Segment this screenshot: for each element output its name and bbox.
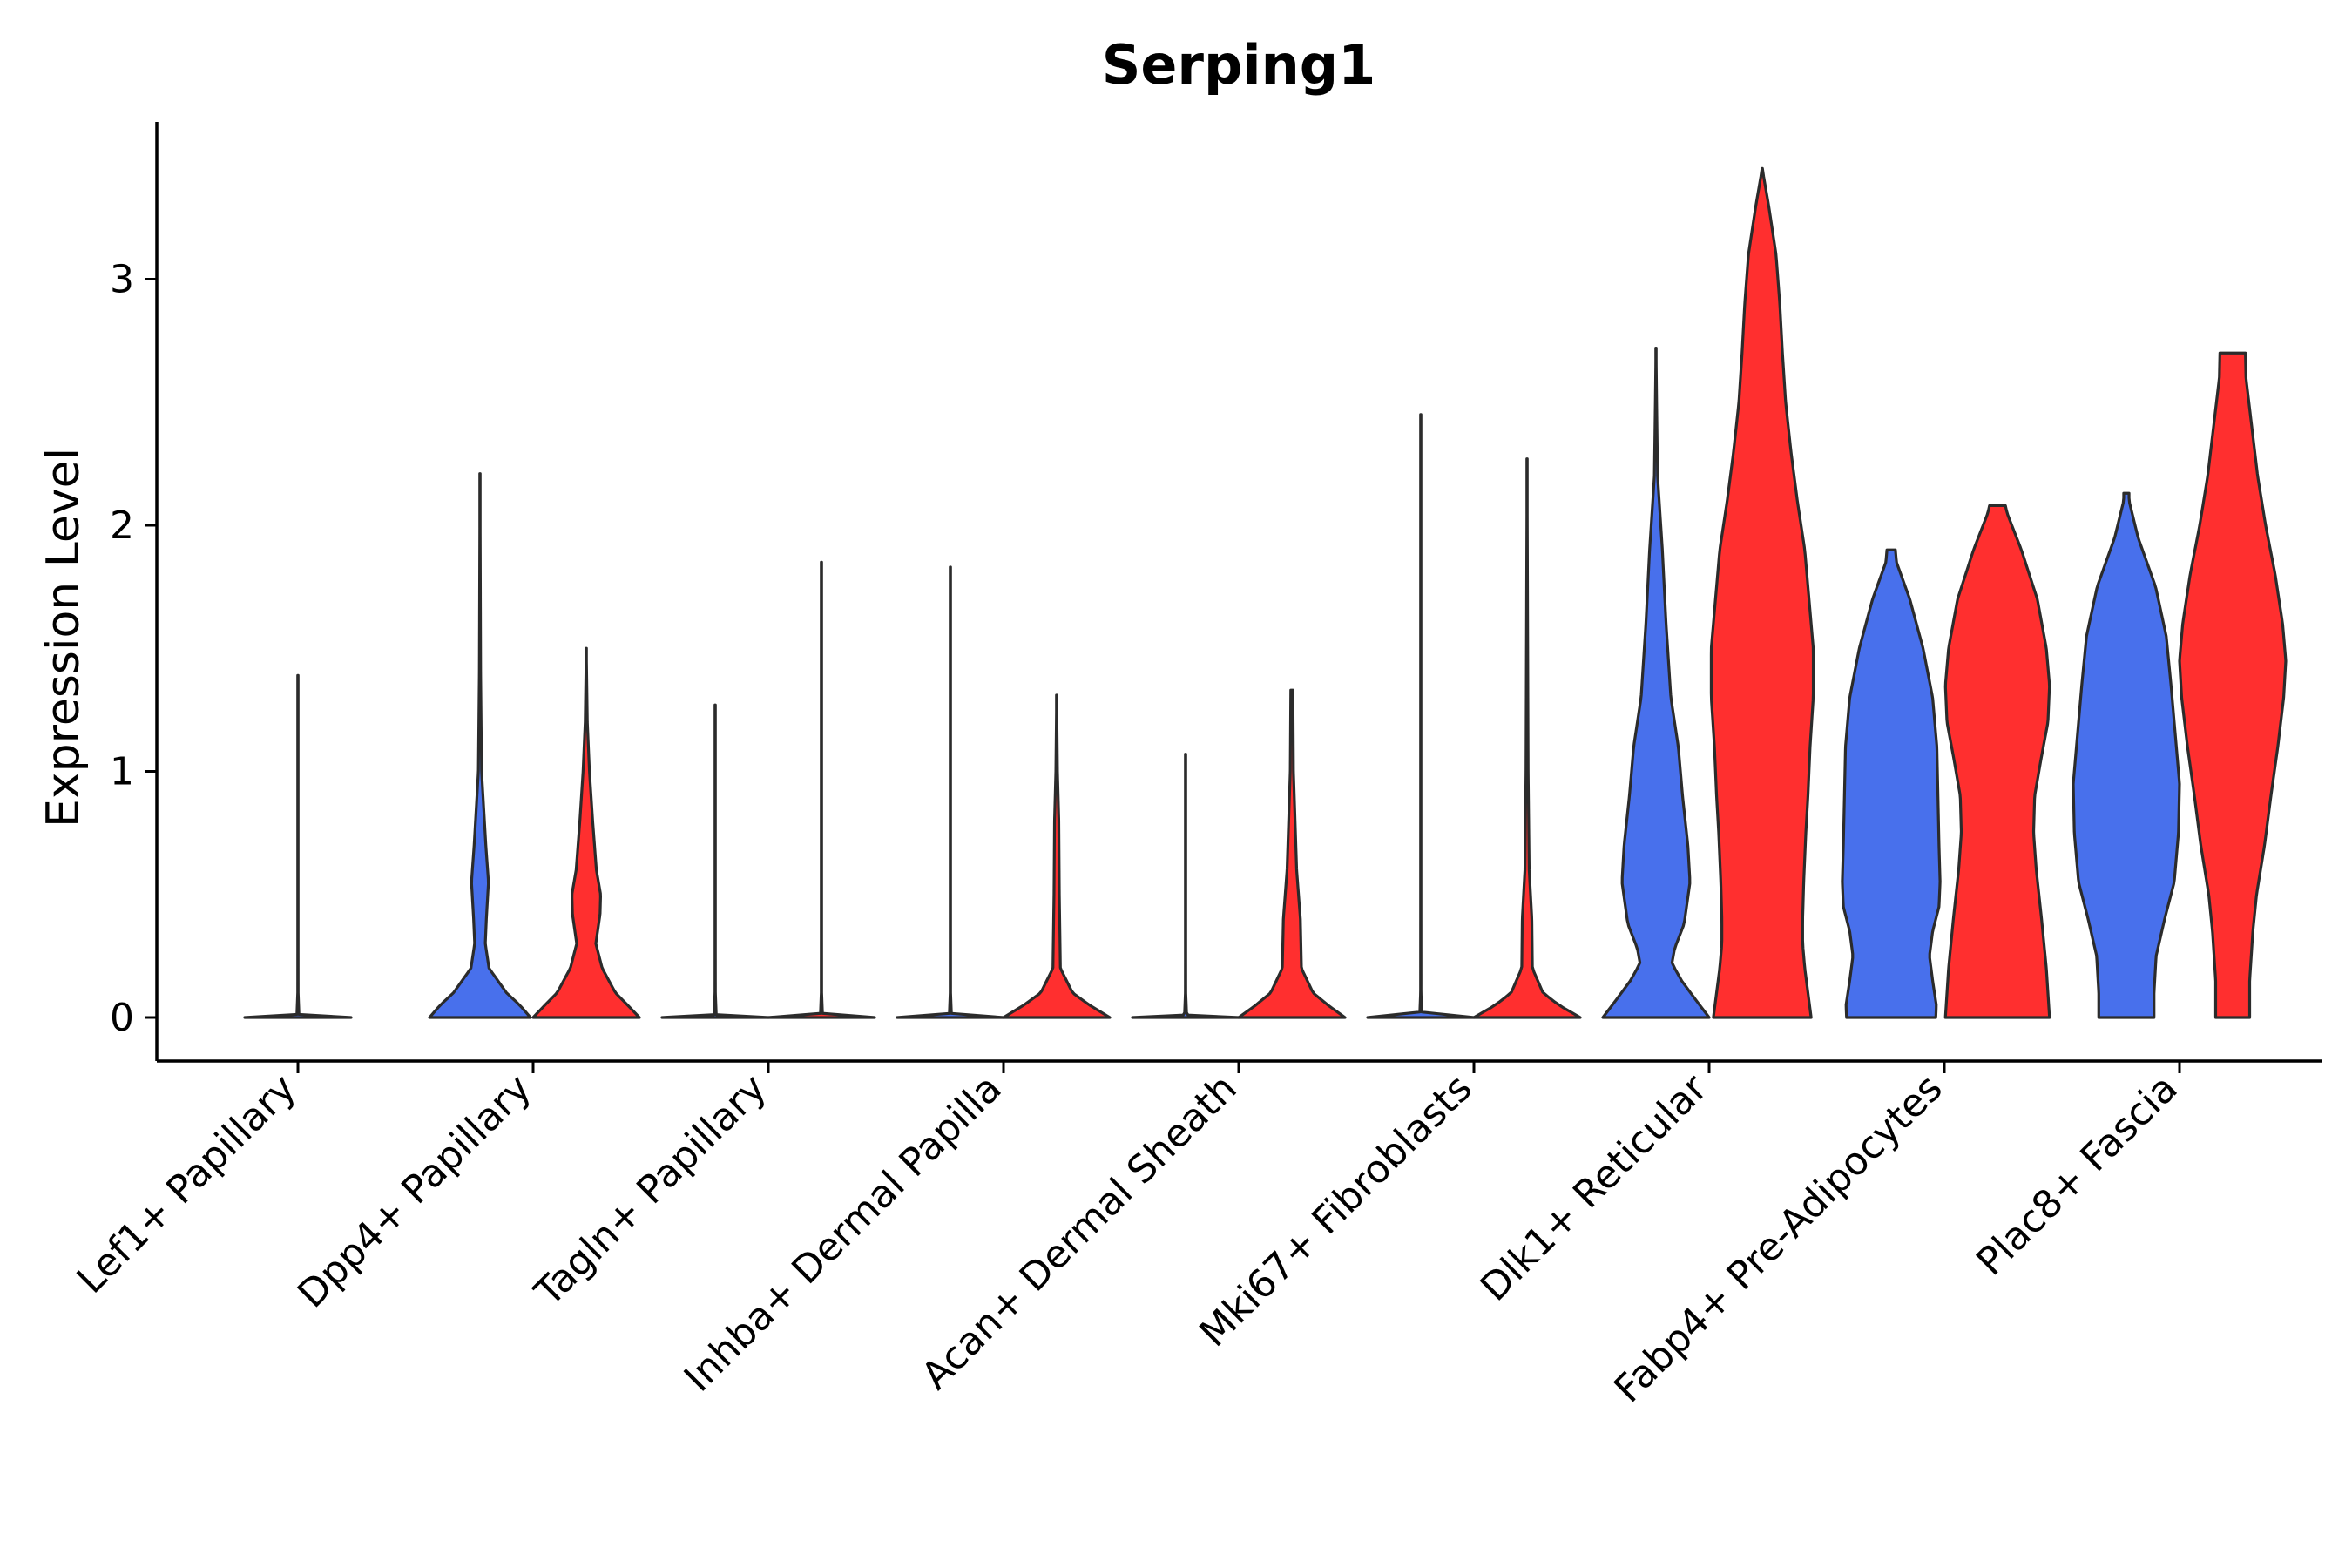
y-tick-label: 0 — [110, 996, 134, 1040]
x-tick-label: Mki67+ Fibroblasts — [1191, 1066, 1480, 1355]
violin-acan-dermal-sheath-group2 — [1237, 688, 1347, 1019]
violin-plac8-fascia-group2 — [2178, 351, 2288, 1019]
violin-dpp4-papillary-group1 — [428, 472, 532, 1019]
violin-dlk1-reticular-group2 — [1709, 166, 1815, 1019]
violin-inhba-dermal-papilla-group1 — [896, 565, 1005, 1019]
chart-title: Serping1 — [1102, 33, 1376, 97]
y-tick-label: 2 — [110, 504, 134, 548]
violin-fabp4-pre-adipocytes-group1 — [1841, 548, 1942, 1019]
violin-group — [243, 166, 2288, 1019]
violin-fabp4-pre-adipocytes-group2 — [1943, 504, 2051, 1019]
x-tick-label: Dlk1+ Reticular — [1472, 1065, 1717, 1310]
violin-dpp4-papillary-group2 — [531, 646, 641, 1019]
violin-inhba-dermal-papilla-group2 — [1002, 693, 1112, 1019]
violin-mki67-fibroblasts-group1 — [1366, 413, 1476, 1019]
x-tick-label: Dpp4+ Papillary — [289, 1066, 540, 1317]
violin-acan-dermal-sheath-group1 — [1131, 753, 1240, 1019]
x-tick-label: Lef1+ Papillary — [69, 1066, 305, 1302]
y-tick-label: 3 — [110, 258, 134, 302]
y-ticks: 0 1 2 3 — [110, 258, 157, 1040]
violin-tagln-papillary-group1 — [660, 703, 770, 1019]
y-axis-label: Expression Level — [37, 448, 90, 828]
violin-lef1-papillary-group1 — [243, 673, 353, 1019]
violin-plac8-fascia-group1 — [2072, 491, 2181, 1019]
x-tick-label: Tagln+ Papillary — [526, 1066, 775, 1315]
x-tick-label: Plac8+ Fascia — [1968, 1066, 2186, 1285]
y-tick-label: 1 — [110, 750, 134, 794]
violin-dlk1-reticular-group1 — [1601, 347, 1711, 1019]
violin-tagln-papillary-group2 — [767, 560, 876, 1019]
violin-mki67-fibroblasts-group2 — [1472, 457, 1582, 1019]
